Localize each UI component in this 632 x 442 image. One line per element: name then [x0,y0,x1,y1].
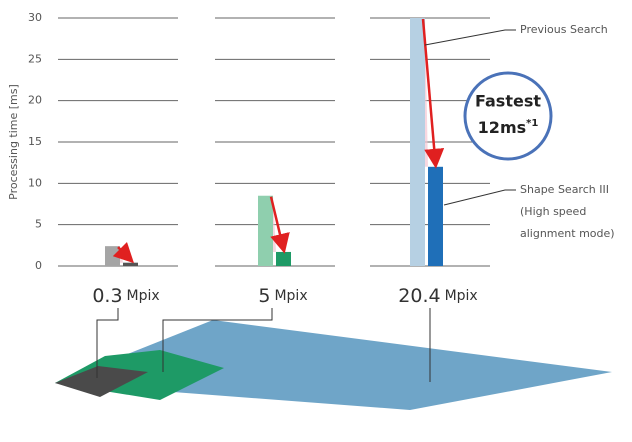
y-tick-label: 30 [28,11,42,24]
plane-large [55,320,612,410]
category-value: 5 [258,285,270,307]
y-tick-label: 5 [35,218,42,231]
x-tick-label: 5 Mpix [258,285,307,307]
y-axis-label: Processing time [ms] [7,84,20,200]
y-tick-label: 0 [35,259,42,272]
bar [276,251,291,266]
badge-value: 12ms*1 [478,118,539,137]
bar [105,246,120,266]
x-tick-label: 20.4 Mpix [398,285,477,307]
badge-title: Fastest [475,92,541,111]
change-arrow [421,18,445,169]
x-tick-label: 0.3 Mpix [92,285,159,307]
y-tick-label: 20 [28,94,42,107]
bar [123,262,138,266]
category-value: 0.3 [92,285,122,307]
connector [96,308,119,378]
category-value: 20.4 [398,285,440,307]
connector [162,308,273,372]
callout-label: Shape Search III [520,183,609,196]
y-tick-label: 10 [28,176,42,189]
badge [463,71,553,161]
callout-label: Previous Search [520,23,608,36]
callout-label: alignment mode) [520,227,615,240]
badge-value-main: 12ms [478,118,526,137]
y-tick-label: 15 [28,135,42,148]
change-arrow [269,196,290,254]
bar [258,195,273,266]
category-unit: Mpix [274,288,307,304]
callout-line [443,189,516,206]
badge-note: *1 [526,118,538,129]
callout-label: (High speed [520,205,586,218]
y-tick-label: 25 [28,52,42,65]
bar [410,18,425,266]
category-unit: Mpix [127,288,160,304]
plane-small [55,366,148,397]
callout-line [424,29,516,46]
bar [428,166,443,266]
category-unit: Mpix [445,288,478,304]
change-arrow [112,242,135,264]
